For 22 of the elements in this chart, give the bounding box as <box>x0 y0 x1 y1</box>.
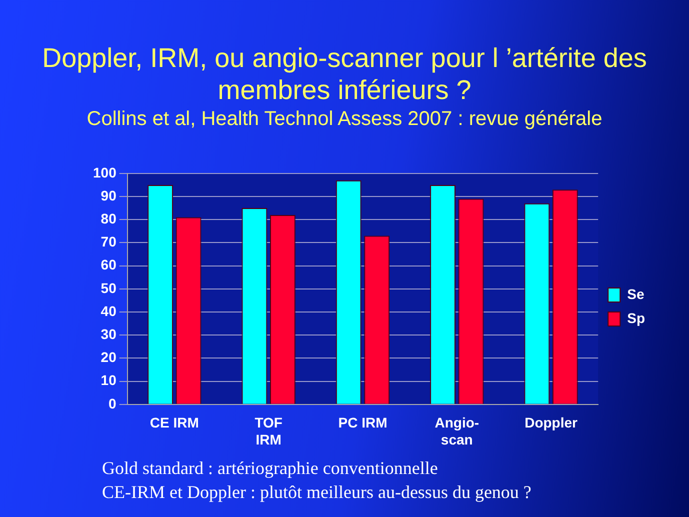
x-tick-label: Doppler <box>524 414 578 431</box>
y-tick-label: 30 <box>100 326 117 342</box>
y-tick-label: 100 <box>93 164 117 180</box>
y-tick-label: 80 <box>100 210 117 226</box>
chart-title: Doppler, IRM, ou angio-scanner pour l ’artérite des membres inférieurs ? <box>41 42 648 106</box>
y-tick-label: 60 <box>100 256 117 273</box>
x-tick-label: Angio- scan <box>434 414 480 448</box>
legend-label: Se <box>627 286 644 302</box>
legend-label: Sp <box>627 310 645 326</box>
y-tick-label: 10 <box>100 372 117 388</box>
y-tick-label: 90 <box>100 187 117 204</box>
text: Gold standard : artériographie conventionnelle <box>102 457 439 480</box>
y-tick-label: 70 <box>100 234 117 250</box>
x-tick-label: PC IRM <box>338 414 388 431</box>
chart-subtitle: Collins et al, Health Technol Assess 2007 : revue générale <box>86 108 604 131</box>
y-tick-label: 40 <box>100 302 117 319</box>
y-tick-label: 50 <box>100 280 117 296</box>
text: CE-IRM et Doppler : plutôt meilleurs au-dessus du genou ? <box>102 481 532 504</box>
x-tick-label: TOF IRM <box>254 414 283 448</box>
y-tick-label: 20 <box>100 349 117 366</box>
x-tick-label: CE IRM <box>150 414 199 431</box>
y-tick-label: 0 <box>108 395 117 412</box>
